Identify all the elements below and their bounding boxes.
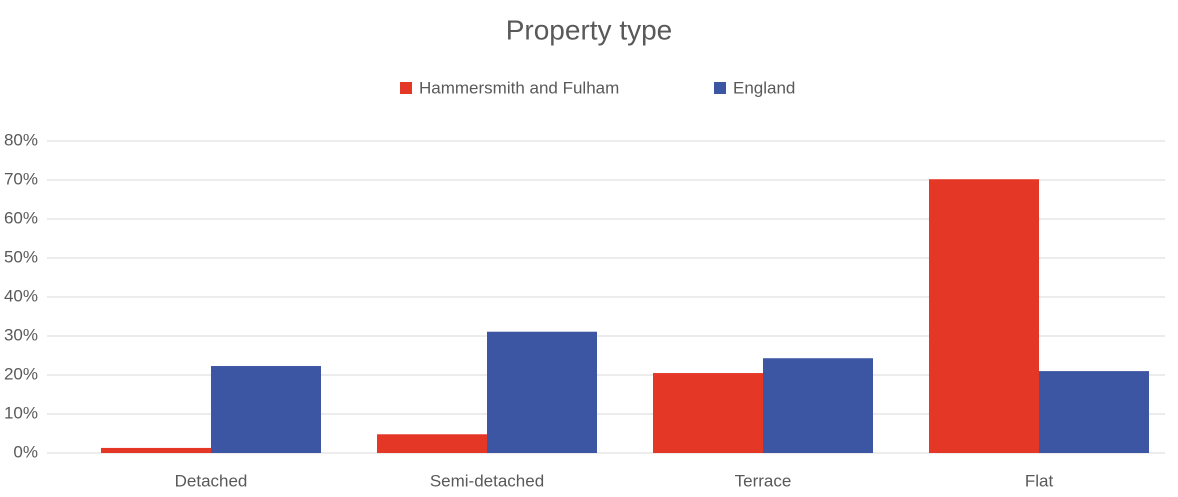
x-tick-label: Detached <box>175 471 248 490</box>
bar <box>1039 371 1149 453</box>
y-tick-label: 20% <box>4 364 38 383</box>
y-tick-label: 60% <box>4 208 38 227</box>
legend-label: Hammersmith and Fulham <box>419 78 619 97</box>
legend-swatch <box>400 82 412 94</box>
legend-label: England <box>733 78 795 97</box>
x-tick-label: Flat <box>1025 471 1054 490</box>
x-tick-label: Semi-detached <box>430 471 544 490</box>
y-tick-label: 40% <box>4 286 38 305</box>
bar <box>929 179 1039 453</box>
bar <box>211 366 321 453</box>
y-tick-label: 10% <box>4 403 38 422</box>
bar <box>377 434 487 453</box>
legend-swatch <box>714 82 726 94</box>
bar <box>101 447 211 453</box>
x-tick-label: Terrace <box>735 471 792 490</box>
y-tick-label: 50% <box>4 247 38 266</box>
y-tick-label: 0% <box>13 442 38 461</box>
chart-title: Property type <box>506 14 673 45</box>
y-tick-label: 30% <box>4 325 38 344</box>
bar <box>653 373 763 453</box>
bar <box>487 331 597 453</box>
y-tick-label: 80% <box>4 130 38 149</box>
bar <box>763 358 873 453</box>
y-tick-label: 70% <box>4 169 38 188</box>
